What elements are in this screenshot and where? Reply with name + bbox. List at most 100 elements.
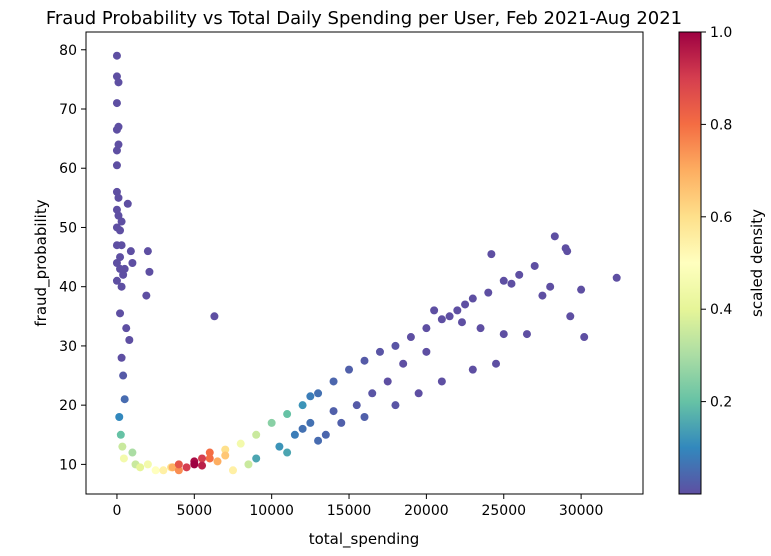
y-tick-label: 70 [59, 102, 77, 118]
y-tick-label: 80 [59, 43, 77, 59]
data-point [122, 324, 131, 333]
data-point [550, 232, 559, 241]
data-point [126, 247, 135, 256]
data-point [116, 430, 125, 439]
data-point [314, 389, 323, 398]
data-point [112, 161, 121, 170]
x-tick-label: 25000 [481, 503, 526, 519]
x-tick-label: 30000 [559, 503, 604, 519]
data-point [136, 463, 145, 472]
data-point [112, 276, 121, 285]
data-point [406, 333, 415, 342]
data-point [151, 466, 160, 475]
data-point [522, 330, 531, 339]
data-point [119, 371, 128, 380]
points-layer [112, 51, 621, 475]
data-point [267, 418, 276, 427]
data-point [168, 463, 177, 472]
data-point [414, 389, 423, 398]
data-point [221, 451, 230, 460]
data-point [453, 306, 462, 315]
data-point [566, 312, 575, 321]
data-point [128, 448, 137, 457]
data-point [116, 226, 125, 235]
data-point [360, 356, 369, 365]
data-point [368, 389, 377, 398]
colorbar-tick-label: 1.0 [710, 25, 732, 41]
data-point [298, 424, 307, 433]
data-point [123, 199, 132, 208]
data-point [507, 279, 516, 288]
data-point [563, 247, 572, 256]
x-tick-label: 0 [112, 503, 121, 519]
data-point [117, 353, 126, 362]
data-point [306, 418, 315, 427]
data-point [198, 461, 207, 470]
data-point [112, 51, 121, 60]
data-point [337, 418, 346, 427]
data-point [314, 436, 323, 445]
data-point [143, 247, 152, 256]
data-point [114, 78, 123, 87]
data-point [210, 312, 219, 321]
x-tick-label: 10000 [249, 503, 294, 519]
data-point [399, 359, 408, 368]
data-point [115, 413, 124, 421]
colorbar-label: scaled density [748, 209, 766, 317]
y-axis-label: fraud_probability [32, 199, 51, 326]
x-axis: 0 5000 10000 15000 20000 25000 30000 [112, 494, 603, 519]
data-point [120, 264, 129, 273]
data-point [205, 454, 214, 463]
data-point [499, 330, 508, 339]
colorbar [678, 31, 702, 495]
data-point [142, 291, 151, 300]
data-point [252, 430, 261, 439]
data-point [125, 336, 134, 344]
colorbar-tick-label: 0.4 [710, 302, 732, 318]
data-point [228, 466, 237, 475]
data-point [244, 460, 253, 469]
data-point [275, 442, 284, 451]
data-point [198, 454, 207, 463]
data-point [174, 466, 183, 475]
data-point [128, 259, 137, 267]
data-point [437, 377, 446, 386]
data-point [290, 430, 299, 439]
data-point [114, 211, 123, 220]
data-point [112, 259, 121, 267]
colorbar-tick-label: 0.2 [710, 395, 732, 411]
data-point [174, 460, 183, 469]
data-point [252, 454, 261, 463]
data-point [538, 291, 547, 300]
data-point [116, 253, 125, 262]
y-tick-label: 60 [59, 161, 77, 177]
data-point [143, 460, 152, 469]
data-point [145, 267, 154, 276]
colorbar-tick-label: 0.6 [710, 210, 732, 226]
data-point [120, 395, 129, 404]
data-point [492, 359, 501, 368]
data-point [119, 454, 128, 463]
colorbar-tick-label: 0.8 [710, 117, 732, 133]
data-point [445, 312, 454, 321]
data-point [352, 401, 361, 410]
data-point [114, 140, 123, 149]
data-point [430, 306, 439, 315]
x-axis-label: total_spending [309, 530, 420, 549]
data-point [437, 315, 446, 324]
plot-frame [85, 31, 644, 495]
data-point [205, 448, 214, 457]
data-point [484, 288, 493, 297]
data-point [468, 365, 477, 374]
colorbar-axis: 0.2 0.4 0.6 0.8 1.0 [701, 25, 732, 411]
data-point [546, 282, 555, 291]
data-point [422, 347, 431, 356]
x-tick-label: 5000 [176, 503, 212, 519]
chart-title: Fraud Probability vs Total Daily Spendin… [46, 8, 682, 29]
data-point [117, 217, 126, 226]
data-point [391, 341, 400, 350]
data-point [117, 241, 126, 250]
y-tick-label: 30 [59, 339, 77, 355]
data-point [476, 324, 485, 333]
data-point [580, 333, 589, 342]
